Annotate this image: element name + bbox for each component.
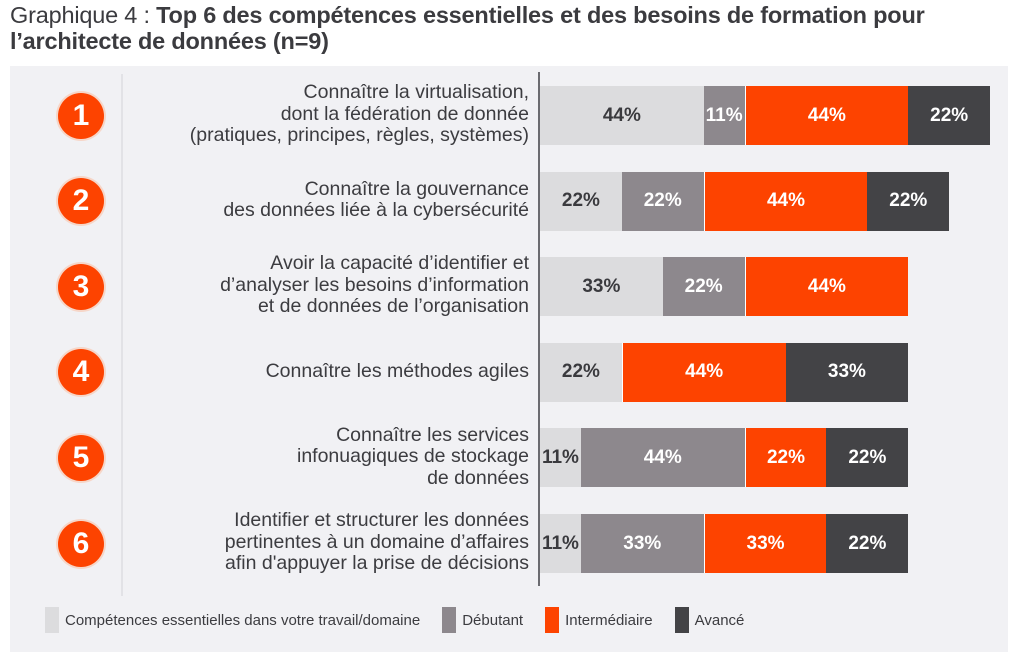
bar-segment-essential: 11%	[540, 428, 581, 488]
data-label: 33%	[746, 532, 785, 554]
bar-segment-essential: 11%	[540, 514, 581, 573]
data-label: 22%	[561, 190, 600, 212]
data-label: 22%	[766, 446, 806, 468]
legend-item-essential: Compétences essentielles dans votre trav…	[45, 607, 420, 633]
data-label: 44%	[807, 275, 846, 297]
bar-segment-intermediate: 44%	[744, 257, 909, 317]
rank-badge: 4	[58, 349, 104, 396]
bar-segment-intermediate: 22%	[744, 428, 827, 488]
data-label: 44%	[602, 104, 641, 126]
bar-segment-essential: 44%	[540, 86, 704, 145]
chart-title-prefix: Graphique 4 :	[10, 2, 157, 28]
data-label: 11%	[541, 532, 579, 554]
bar-segment-beginner: 22%	[621, 171, 704, 231]
data-label: 11%	[541, 446, 579, 468]
category-label: Avoir la capacité d’identifier et d’anal…	[220, 252, 529, 318]
rank-divider	[121, 74, 123, 596]
bar-segment-intermediate: 44%	[744, 86, 909, 145]
category-label: Connaître les méthodes agiles	[265, 359, 529, 382]
bar-segment-intermediate: 44%	[621, 342, 786, 402]
data-label: 22%	[561, 361, 600, 383]
legend-swatch	[545, 607, 560, 633]
rank-badge: 2	[58, 178, 104, 225]
bar-segment-intermediate: 33%	[703, 514, 827, 573]
bar-segment-essential: 22%	[540, 171, 622, 231]
data-label: 44%	[766, 190, 806, 212]
rank-badge: 3	[58, 263, 104, 310]
rank-badge: 1	[58, 92, 104, 139]
bar-segment-intermediate: 44%	[703, 171, 868, 231]
category-label: Connaître la gouvernance des données lié…	[223, 177, 529, 222]
rank-badge: 5	[58, 434, 104, 481]
bar-segment-beginner: 11%	[703, 86, 745, 145]
bar-segment-essential: 33%	[540, 257, 663, 317]
bar-segment-beginner: 44%	[580, 428, 745, 488]
legend-swatch	[674, 607, 689, 633]
legend: Compétences essentielles dans votre trav…	[45, 607, 766, 633]
y-axis-line	[538, 72, 540, 586]
category-label: Connaître les services infonuagiques de …	[296, 423, 529, 489]
legend-item-beginner: Débutant	[442, 607, 523, 633]
data-label: 22%	[684, 275, 723, 297]
bar-segment-beginner: 33%	[580, 514, 704, 573]
data-label: 11%	[705, 104, 743, 126]
chart-title-main: Top 6 des compétences essentielles et de…	[10, 2, 925, 54]
data-label: 22%	[889, 190, 928, 212]
data-label: 33%	[582, 275, 621, 297]
data-label: 22%	[848, 446, 887, 468]
data-label: 22%	[848, 532, 887, 554]
data-label: 33%	[623, 532, 662, 554]
data-label: 44%	[807, 104, 846, 126]
category-label: Identifier et structurer les données per…	[224, 509, 529, 575]
bar-segment-beginner: 22%	[662, 257, 745, 317]
bar-segment-essential: 22%	[540, 342, 622, 402]
chart-title: Graphique 4 : Top 6 des compétences esse…	[10, 2, 1020, 54]
bar-segment-advanced: 22%	[826, 514, 909, 573]
legend-swatch	[442, 607, 457, 633]
data-label: 22%	[930, 104, 969, 126]
data-label: 44%	[685, 361, 724, 383]
legend-swatch	[45, 607, 59, 633]
legend-label: Intermédiaire	[565, 611, 653, 629]
bar-segment-advanced: 33%	[785, 342, 909, 402]
rank-badge: 6	[58, 520, 104, 567]
data-label: 22%	[643, 190, 682, 212]
legend-label: Débutant	[462, 611, 524, 629]
legend-item-intermediate: Intermédiaire	[545, 607, 653, 633]
category-label: Connaître la virtualisation, dont la féd…	[189, 81, 529, 147]
legend-label: Avancé	[694, 611, 745, 629]
data-label: 44%	[643, 446, 682, 468]
bar-segment-advanced: 22%	[826, 428, 909, 488]
legend-item-advanced: Avancé	[674, 607, 745, 633]
data-label: 33%	[827, 361, 866, 383]
legend-label: Compétences essentielles dans votre trav…	[65, 611, 421, 629]
bar-segment-advanced: 22%	[908, 86, 991, 145]
bar-segment-advanced: 22%	[867, 171, 950, 231]
